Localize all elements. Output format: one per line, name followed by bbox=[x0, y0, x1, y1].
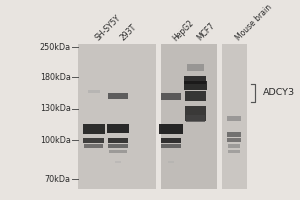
Text: SH-SY5Y: SH-SY5Y bbox=[94, 14, 123, 43]
Bar bbox=[184, 91, 206, 101]
Bar bbox=[228, 150, 240, 153]
Text: 180kDa: 180kDa bbox=[40, 73, 71, 82]
Bar bbox=[217, 44, 219, 189]
Bar bbox=[184, 81, 206, 90]
Bar bbox=[184, 76, 206, 84]
Bar bbox=[227, 144, 240, 148]
Bar bbox=[107, 124, 129, 133]
Bar bbox=[187, 64, 204, 71]
Bar bbox=[160, 124, 183, 134]
Bar bbox=[78, 44, 157, 189]
Text: HepG2: HepG2 bbox=[171, 18, 196, 43]
Bar bbox=[220, 44, 222, 189]
Bar bbox=[221, 44, 247, 189]
Bar bbox=[168, 161, 174, 163]
Text: 100kDa: 100kDa bbox=[40, 136, 71, 145]
Bar bbox=[108, 144, 128, 148]
Bar bbox=[156, 44, 158, 189]
Bar bbox=[161, 144, 181, 148]
Bar bbox=[109, 150, 127, 153]
Bar bbox=[186, 115, 205, 122]
Text: Mouse brain: Mouse brain bbox=[234, 3, 274, 43]
Bar bbox=[83, 138, 104, 143]
Bar bbox=[83, 124, 105, 134]
Bar bbox=[84, 144, 104, 148]
Bar bbox=[227, 116, 241, 121]
Bar bbox=[88, 90, 100, 93]
Text: ADCY3: ADCY3 bbox=[262, 88, 295, 97]
Text: 70kDa: 70kDa bbox=[45, 175, 71, 184]
Text: 130kDa: 130kDa bbox=[40, 104, 71, 113]
Bar bbox=[160, 44, 218, 189]
Bar bbox=[227, 132, 241, 137]
Bar bbox=[115, 161, 121, 163]
Bar bbox=[161, 138, 182, 143]
Text: MCF7: MCF7 bbox=[195, 21, 217, 43]
Text: 250kDa: 250kDa bbox=[40, 43, 71, 52]
Text: 293T: 293T bbox=[118, 23, 138, 43]
Bar bbox=[227, 138, 241, 142]
Bar bbox=[161, 93, 182, 100]
Bar bbox=[108, 138, 128, 143]
Bar bbox=[108, 93, 128, 99]
Bar bbox=[185, 106, 206, 121]
Bar bbox=[158, 44, 161, 189]
